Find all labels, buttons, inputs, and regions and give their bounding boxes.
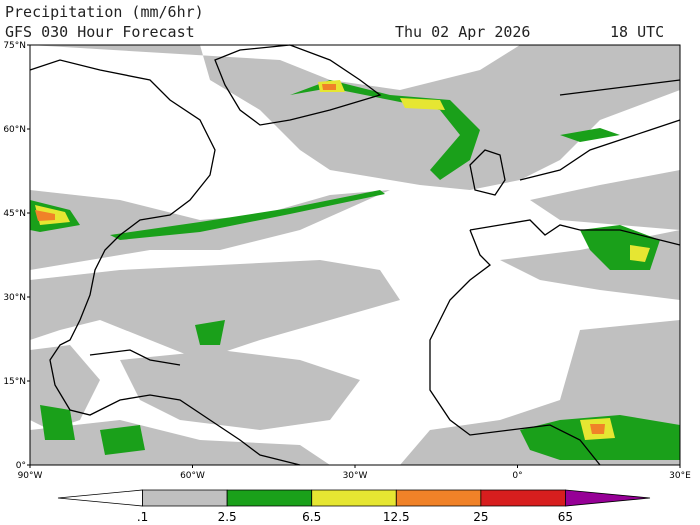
- lon-label: 0°: [512, 471, 522, 481]
- colorbar-segment: [480, 489, 566, 507]
- lat-label: 30°N: [3, 293, 26, 303]
- title: Precipitation (mm/6hr): [5, 3, 204, 21]
- lat-label: 75°N: [3, 41, 26, 51]
- colorbar: .1 2.5 6.5 12.5 25 65: [57, 489, 651, 524]
- map-area: [29, 44, 681, 466]
- lat-label: 60°N: [3, 125, 26, 135]
- colorbar-segment: [311, 489, 397, 507]
- colorbar-segment: [565, 489, 651, 507]
- lat-label: 45°N: [3, 209, 26, 219]
- colorbar-label: 12.5: [383, 510, 410, 524]
- colorbar-segment: [57, 489, 143, 507]
- colorbar-segment: [395, 489, 482, 507]
- colorbar-label: .1: [137, 510, 148, 524]
- colorbar-label: 2.5: [218, 510, 237, 524]
- colorbar-segment: [226, 489, 313, 507]
- colorbar-segment: [142, 489, 228, 507]
- colorbar-label: 65: [558, 510, 573, 524]
- time: 18 UTC: [610, 23, 664, 41]
- lon-label: 90°W: [18, 471, 43, 481]
- precip-intense: [35, 84, 605, 434]
- lon-label: 30°W: [343, 471, 368, 481]
- lat-label: 0°: [16, 461, 26, 471]
- colorbar-label: 25: [473, 510, 488, 524]
- colorbar-label: 6.5: [302, 510, 321, 524]
- coastlines: [29, 44, 681, 466]
- date: Thu 02 Apr 2026: [395, 23, 530, 41]
- lat-label: 15°N: [3, 377, 26, 387]
- lon-label: 60°W: [180, 471, 205, 481]
- lon-label: 30°E: [669, 471, 691, 481]
- subtitle: GFS 030 Hour Forecast: [5, 23, 195, 41]
